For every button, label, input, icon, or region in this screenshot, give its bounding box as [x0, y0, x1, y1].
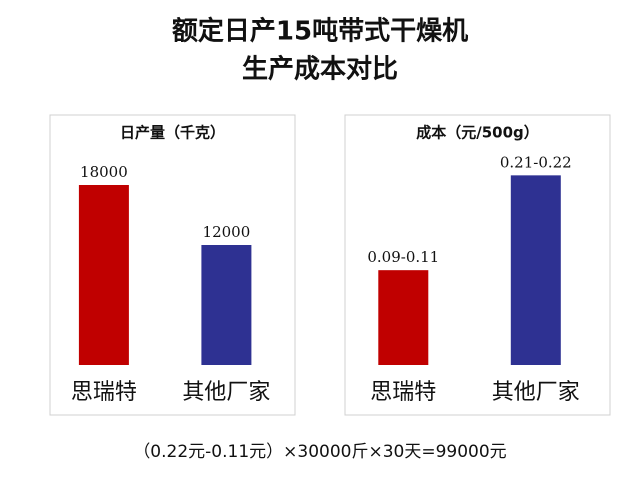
chart-subtitle: 生产成本对比: [242, 55, 398, 85]
value-label: 0.21-0.22: [500, 153, 572, 171]
panel-title: 成本（元/500g）: [416, 124, 539, 142]
panel-title: 日产量（千克）: [120, 124, 225, 142]
bar: [510, 175, 561, 365]
value-label: 18000: [80, 163, 128, 181]
x-tick-label: 思瑞特: [71, 380, 137, 405]
x-tick-label: 其他厂家: [492, 380, 580, 405]
panel: [49, 114, 296, 416]
bar: [78, 185, 129, 365]
value-label: 0.09-0.11: [367, 248, 439, 266]
bar: [378, 270, 429, 365]
panel: [344, 114, 611, 416]
value-label: 12000: [203, 223, 251, 241]
footnote: （0.22元-0.11元）×30000斤×30天=99000元: [133, 442, 506, 462]
x-tick-label: 思瑞特: [370, 380, 436, 405]
x-tick-label: 其他厂家: [182, 380, 270, 405]
bar: [201, 245, 252, 365]
chart-title: 额定日产15吨带式干燥机: [172, 16, 468, 47]
